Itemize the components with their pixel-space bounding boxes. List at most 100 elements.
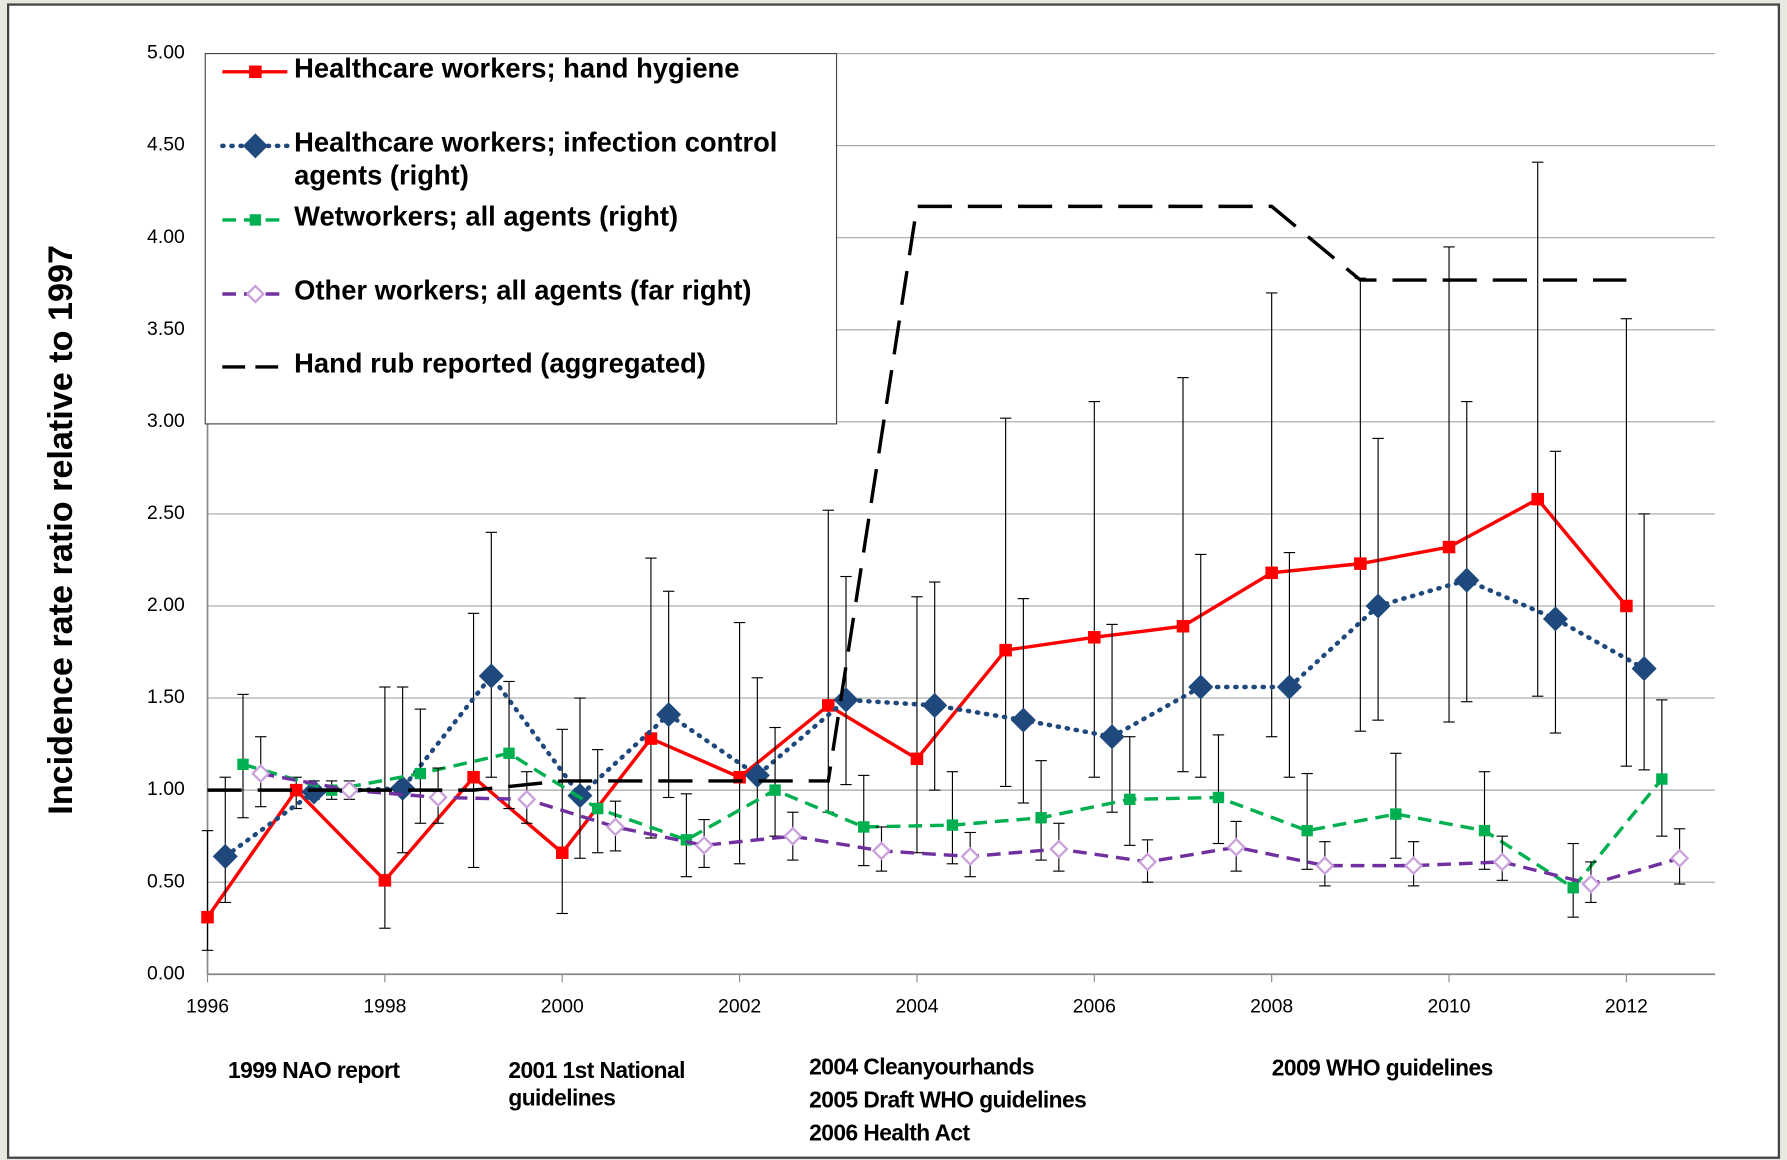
error-bar <box>1212 734 1225 845</box>
legend-marker <box>249 65 262 79</box>
annotation-box: 2001 1st National guidelines <box>508 1058 685 1112</box>
error-bar <box>1177 377 1189 773</box>
data-point <box>1531 492 1544 506</box>
error-bar <box>1620 318 1633 767</box>
annotation-box: 2004 Cleanyourhands <box>809 1055 1034 1080</box>
y-axis-label: Incidence rate ratio relative to 1997 <box>42 245 80 815</box>
data-point <box>960 846 980 867</box>
data-point <box>251 763 271 784</box>
legend-label-box: Hand rub reported (aggregated) <box>294 348 706 380</box>
annotation: 1999 NAO report <box>228 1058 400 1084</box>
legend-label: Hand rub reported (aggregated) <box>294 348 706 380</box>
data-point <box>1188 674 1214 700</box>
error-bar <box>1124 736 1136 846</box>
error-bar <box>592 749 604 854</box>
y-tick-label: 0.00 <box>147 962 185 984</box>
error-bar <box>662 590 675 799</box>
data-point <box>1226 837 1246 857</box>
data-point <box>1365 593 1391 619</box>
error-bar <box>574 697 586 859</box>
data-point <box>858 821 870 833</box>
data-point <box>833 687 859 713</box>
error-bar <box>1461 401 1473 703</box>
error-bar <box>379 686 391 929</box>
annotation-box: 1999 NAO report <box>228 1058 400 1084</box>
data-point <box>1212 791 1225 804</box>
error-bar <box>219 776 231 904</box>
data-point <box>783 826 803 846</box>
data-point <box>517 789 537 809</box>
y-tick-label: 3.00 <box>147 410 185 432</box>
data-point <box>1354 557 1367 570</box>
error-bar <box>858 774 870 867</box>
error-bar <box>1656 699 1668 837</box>
data-point <box>1088 631 1101 644</box>
error-bar <box>1017 598 1030 804</box>
x-tick-label: 2004 <box>895 995 938 1017</box>
data-point <box>1403 856 1424 876</box>
data-point <box>871 841 892 861</box>
data-point <box>922 692 948 718</box>
annotation: 2005 Draft WHO guidelines <box>809 1088 1087 1114</box>
legend-label: Healthcare workers; infection control ag… <box>294 127 778 192</box>
error-bar <box>1443 246 1455 723</box>
error-bar <box>1035 760 1047 861</box>
data-point <box>1656 773 1668 785</box>
data-point <box>1542 606 1568 632</box>
annotation: 2006 Health Act <box>809 1121 970 1147</box>
data-point <box>694 835 714 855</box>
x-tick-label: 2002 <box>718 995 761 1017</box>
x-tick-label: 2010 <box>1427 995 1470 1017</box>
annotation-box: 2009 WHO guidelines <box>1271 1056 1494 1082</box>
data-point <box>467 770 480 784</box>
data-point <box>414 767 427 780</box>
error-bar <box>1301 772 1313 870</box>
error-bar <box>733 621 746 865</box>
error-bar <box>396 686 409 854</box>
data-point <box>1276 674 1302 700</box>
legend-label: Other workers; all agents (far right) <box>294 275 752 307</box>
error-bar <box>645 557 657 839</box>
legend-label-box: Wetworkers; all agents (right) <box>294 201 679 233</box>
data-point <box>946 819 959 831</box>
data-point <box>1176 619 1190 633</box>
data-point <box>1581 874 1601 894</box>
x-tick-label: 2006 <box>1073 995 1116 1017</box>
error-bar <box>1265 292 1278 738</box>
data-point <box>1010 707 1036 733</box>
error-bar <box>237 693 249 819</box>
legend-label: Wetworkers; all agents (right) <box>294 201 679 233</box>
annotation: 2001 1st National guidelines <box>508 1058 685 1112</box>
data-point <box>1567 882 1579 894</box>
error-bar <box>1106 623 1118 813</box>
data-point <box>301 779 327 805</box>
data-point <box>1492 852 1512 872</box>
data-point <box>237 758 249 771</box>
data-point <box>1454 567 1480 593</box>
data-point <box>769 784 781 796</box>
x-tick-label: 2000 <box>541 995 584 1017</box>
legend-label-box: Healthcare workers; hand hygiene <box>294 53 740 85</box>
x-tick-label: 1996 <box>186 995 229 1017</box>
error-bar <box>999 417 1012 788</box>
annotation: 2009 WHO guidelines <box>1271 1056 1494 1082</box>
x-tick-label: 2012 <box>1605 995 1648 1017</box>
error-bar <box>201 830 214 951</box>
y-tick-label: 1.00 <box>147 778 185 800</box>
data-point <box>644 732 658 745</box>
annotation-box: 2005 Draft WHO guidelines <box>809 1088 1087 1114</box>
series-line <box>207 204 1627 792</box>
y-tick-label: 2.50 <box>147 502 185 524</box>
error-bar <box>1195 553 1207 778</box>
data-point <box>212 843 238 869</box>
legend-label-box: Healthcare workers; infection control ag… <box>294 127 778 192</box>
data-point <box>555 846 569 859</box>
data-point <box>428 787 448 808</box>
error-bar <box>1549 450 1562 734</box>
data-point <box>910 752 924 766</box>
data-point <box>1631 656 1657 682</box>
y-tick-label: 4.50 <box>147 134 185 156</box>
data-point <box>1442 540 1456 554</box>
legend-label: Healthcare workers; hand hygiene <box>294 53 740 85</box>
error-bar <box>1638 513 1650 771</box>
